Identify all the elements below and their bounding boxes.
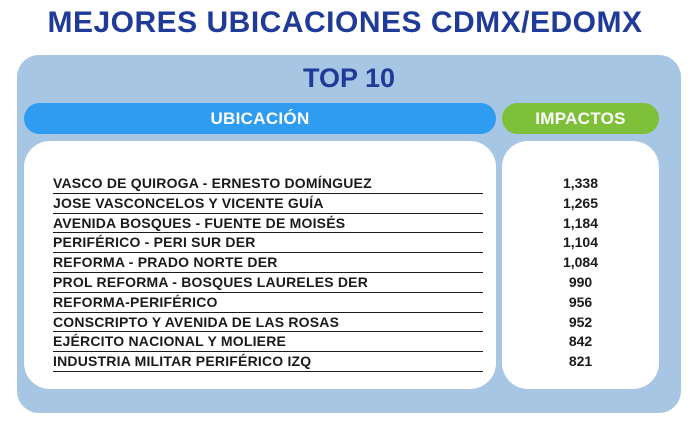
location-item: AVENIDA BOSQUES - FUENTE DE MOISÉS [53,214,483,234]
location-item: EJÉRCITO NACIONAL Y MOLIERE [53,332,483,353]
top-10-panel: TOP 10 UBICACIÓN IMPACTOS VASCO DE QUIRO… [17,55,681,413]
impacts-value: 956 [568,293,593,310]
impacts-value: 821 [568,353,593,370]
impacts-value: 842 [568,333,593,350]
impacts-value: 1,104 [562,234,599,251]
location-list-box: VASCO DE QUIROGA - ERNESTO DOMÍNGUEZ JOS… [24,141,496,389]
location-item: PERIFÉRICO - PERI SUR DER [53,233,483,254]
page-title: MEJORES UBICACIONES CDMX/EDOMX [47,6,643,39]
location-item: JOSE VASCONCELOS Y VICENTE GUÍA [53,194,483,214]
location-list: VASCO DE QUIROGA - ERNESTO DOMÍNGUEZ JOS… [53,174,483,372]
impacts-value: 1,265 [562,194,599,211]
location-item: VASCO DE QUIROGA - ERNESTO DOMÍNGUEZ [53,174,483,194]
impacts-list: 1,338 1,265 1,184 1,104 1,084 990 956 95… [502,174,659,372]
impacts-value: 1,184 [562,214,599,231]
location-item: REFORMA-PERIFÉRICO [53,293,483,313]
location-item: PROL REFORMA - BOSQUES LAURELES DER [53,273,483,293]
location-item: REFORMA - PRADO NORTE DER [53,253,483,273]
panel-title: TOP 10 [302,63,396,93]
location-item: INDUSTRIA MILITAR PERIFÉRICO IZQ [53,352,483,372]
impacts-list-box: 1,338 1,265 1,184 1,104 1,084 990 956 95… [502,141,659,389]
impacts-column-header: IMPACTOS [502,103,659,134]
impacts-value: 990 [568,273,593,290]
location-item: CONSCRIPTO Y AVENIDA DE LAS ROSAS [53,313,483,333]
location-column-header: UBICACIÓN [24,103,496,134]
impacts-value: 952 [568,313,593,330]
impacts-value: 1,338 [562,175,599,191]
impacts-value: 1,084 [562,254,599,271]
